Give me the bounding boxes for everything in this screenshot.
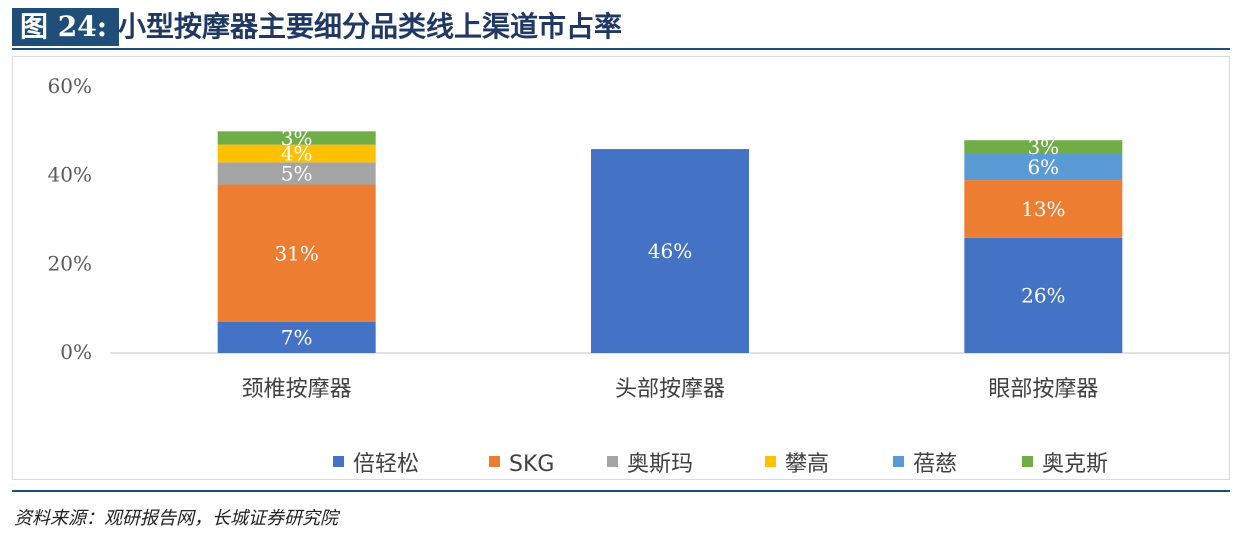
y-tick-label: 60% [48,74,92,98]
legend-label: 攀高 [785,452,829,477]
legend-item: 倍轻松 [333,452,419,477]
bar-segment [217,184,376,322]
data-label: 7% [281,325,313,349]
data-label: 13% [1021,197,1065,221]
bar-segment [964,180,1123,238]
legend-item: 奥克斯 [1022,452,1108,477]
footer-rule [12,490,1230,492]
data-label: 46% [648,239,692,263]
bar-segment [964,153,1123,181]
data-label: 26% [1021,283,1065,307]
bar-segment [217,162,376,185]
legend-item: 蓓慈 [893,452,957,477]
y-tick-label: 20% [48,251,92,275]
figure-number: 图 24: [12,8,120,46]
legend-swatch [1022,456,1033,467]
x-tick-label: 颈椎按摩器 [242,377,352,402]
data-label: 4% [281,142,313,166]
x-tick-label: 头部按摩器 [615,377,725,402]
bar-segment [217,131,376,145]
data-label: 5% [281,161,313,185]
legend-item: 奥斯玛 [607,452,693,477]
legend-label: SKG [509,452,554,477]
x-tick-label: 眼部按摩器 [988,377,1098,402]
bar-segment [217,144,376,163]
data-label: 6% [1027,155,1059,179]
data-label: 31% [274,241,318,265]
legend-swatch [765,456,776,467]
legend-label: 蓓慈 [913,452,957,477]
title-rule [12,48,1230,50]
legend-swatch [489,456,500,467]
source-note: 资料来源：观研报告网，长城证券研究院 [14,508,338,529]
bar-segment [964,237,1123,353]
legend-swatch [333,456,344,467]
bar-segment [217,321,376,353]
legend-label: 奥斯玛 [627,452,693,477]
y-tick-label: 0% [60,340,92,364]
legend-item: SKG [489,452,554,477]
legend-label: 奥克斯 [1042,452,1108,477]
bar-segment [964,140,1123,154]
legend-swatch [607,456,618,467]
figure-header: 图 24: 小型按摩器主要细分品类线上渠道市占率 [0,0,1244,50]
data-label: 3% [1027,135,1059,159]
legend-item: 攀高 [765,452,829,477]
figure-title: 小型按摩器主要细分品类线上渠道市占率 [118,10,623,43]
chart-frame [12,56,1230,480]
data-label: 3% [281,126,313,150]
stacked-bar-chart: 0%20%40%60%7%31%5%4%3%颈椎按摩器46%头部按摩器26%13… [48,74,1230,477]
bar-segment [591,149,749,353]
y-tick-label: 40% [48,163,92,187]
legend-label: 倍轻松 [353,452,419,477]
legend-swatch [893,456,904,467]
